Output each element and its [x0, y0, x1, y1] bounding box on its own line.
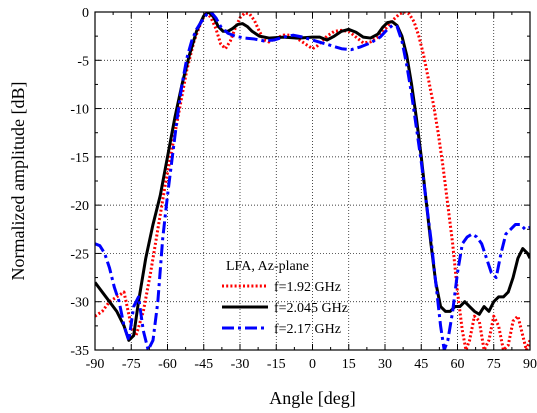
x-tick-label: -15 [267, 357, 286, 372]
legend-label-2: f=2.045 GHz [274, 301, 348, 316]
x-tick-label: 30 [378, 357, 392, 372]
legend-label-3: f=2.17 GHz [274, 322, 341, 337]
legend: LFA, Az-plane f=1.92 GHz f=2.045 GHz f=2.1… [222, 259, 348, 337]
y-tick-label: 0 [82, 6, 89, 21]
x-tick-label: -45 [194, 357, 213, 372]
x-tick-label: -30 [231, 357, 250, 372]
y-tick-label: -30 [70, 296, 89, 311]
x-tick-label: 75 [487, 357, 501, 372]
series-line-3 [95, 12, 530, 350]
y-tick-label: -15 [70, 151, 89, 166]
legend-label-1: f=1.92 GHz [274, 280, 341, 295]
tick-marks [94, 11, 531, 351]
x-axis-title: Angle [deg] [269, 388, 355, 408]
series-layer [95, 12, 530, 350]
y-tick-label: -25 [70, 247, 89, 262]
x-tick-label: -90 [86, 357, 105, 372]
series-line-2 [95, 12, 530, 342]
y-tick-label: -10 [70, 103, 89, 118]
y-tick-label: -5 [77, 54, 89, 69]
x-tick-label: -60 [158, 357, 177, 372]
x-tick-label: 15 [342, 357, 356, 372]
series-line-1 [95, 12, 530, 350]
x-tick-label: 60 [451, 357, 465, 372]
grid [95, 12, 530, 350]
legend-entries: f=1.92 GHz f=2.045 GHz f=2.17 GHz [222, 280, 348, 337]
x-tick-label: 90 [523, 357, 537, 372]
x-tick-label: 45 [414, 357, 428, 372]
y-axis-title: Normalized amplitude [dB] [8, 82, 28, 281]
y-tick-labels: 0 -5 -10 -15 -20 -25 -30 -35 [70, 6, 89, 359]
x-tick-labels: -90 -75 -60 -45 -30 -15 0 15 30 45 60 75 90 [86, 357, 537, 372]
y-tick-label: -20 [70, 199, 89, 214]
x-tick-label: 0 [309, 357, 316, 372]
legend-title: LFA, Az-plane [226, 259, 309, 274]
y-tick-label: -35 [70, 344, 89, 359]
x-tick-label: -75 [122, 357, 141, 372]
